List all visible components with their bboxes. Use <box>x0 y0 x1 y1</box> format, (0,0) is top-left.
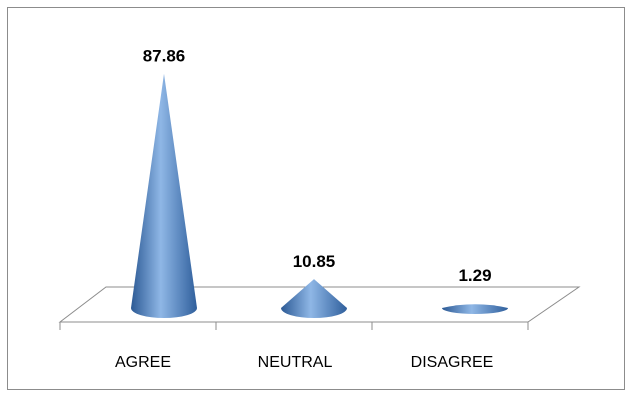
cone-marks <box>131 73 508 318</box>
chart-area: 87.86 AGREE 10.85 NEUTRAL 1.29 DISAGREE <box>7 7 625 390</box>
category-label-neutral: NEUTRAL <box>258 354 333 371</box>
category-label-disagree: DISAGREE <box>411 354 494 371</box>
category-label-agree: AGREE <box>115 354 171 371</box>
data-label-agree: 87.86 <box>143 47 186 66</box>
chart-text-labels: 87.86 AGREE 10.85 NEUTRAL 1.29 DISAGREE <box>115 47 493 371</box>
cone-body-agree <box>131 73 197 318</box>
cone-chart: 87.86 AGREE 10.85 NEUTRAL 1.29 DISAGREE <box>58 47 581 371</box>
cone-body-neutral <box>281 279 347 318</box>
cone-neutral <box>281 279 347 318</box>
data-label-disagree: 1.29 <box>458 266 491 285</box>
cone-body-disagree <box>442 304 508 314</box>
data-label-neutral: 10.85 <box>293 252 336 271</box>
cone-agree <box>131 73 197 318</box>
cone-disagree <box>442 304 508 314</box>
